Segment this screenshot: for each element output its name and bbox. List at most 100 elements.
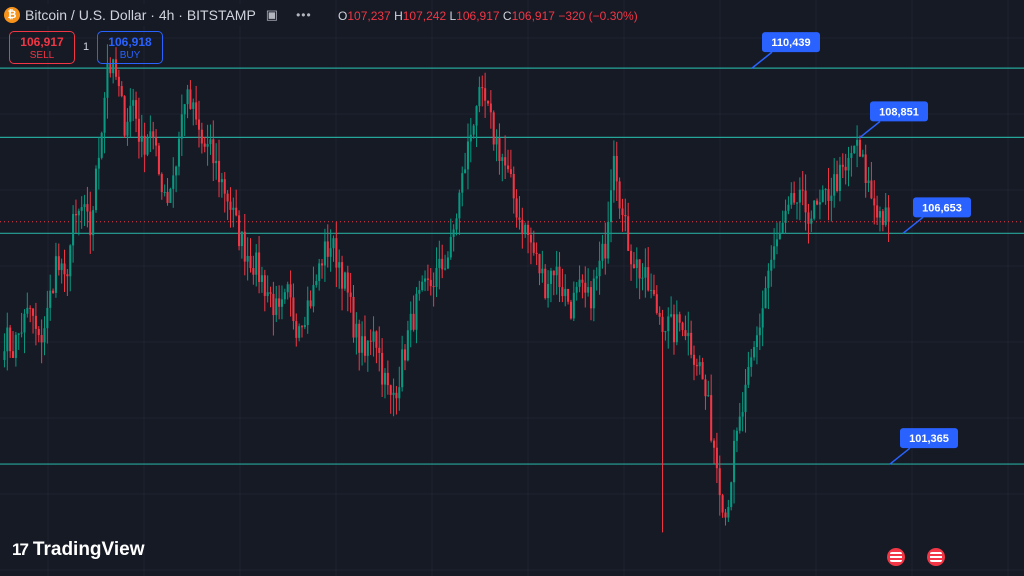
candle-body (827, 189, 830, 201)
candle-body (515, 198, 518, 218)
sell-label: SELL (29, 50, 55, 61)
tradingview-logo[interactable]: 17 TradingView (12, 539, 145, 561)
candle-body (9, 327, 12, 352)
candle-body (280, 299, 284, 307)
candle-body (713, 440, 716, 448)
candle-body (140, 135, 143, 142)
candle-body (684, 330, 687, 337)
candle-body (92, 210, 95, 236)
candle-body (152, 131, 155, 138)
candle-body (278, 298, 281, 307)
low-value: 106,917 (456, 9, 500, 23)
candle-body (298, 326, 301, 338)
candle-body (793, 193, 796, 203)
candle-body (426, 278, 429, 280)
buy-button[interactable]: 106,918 BUY (97, 31, 163, 64)
candle-body (873, 198, 876, 206)
candle-body (166, 191, 169, 203)
candle-body (252, 268, 255, 275)
candle-body (598, 260, 601, 277)
candle-body (255, 252, 258, 275)
candle-body (552, 270, 555, 276)
level-labels[interactable]: 110,439 108,851 106,653 101,365 (751, 32, 971, 465)
symbol-header[interactable]: ₿ Bitcoin / U.S. Dollar · 4h · BITSTAMP … (4, 4, 316, 26)
candle-body (730, 482, 733, 508)
candle-body (120, 86, 123, 97)
candle-body (46, 307, 49, 329)
candle-body (724, 512, 727, 518)
candle-body (632, 264, 635, 269)
us-event-flag-icon[interactable] (887, 548, 905, 566)
candle-body (718, 468, 721, 496)
candle-body (775, 239, 779, 247)
candle-body (137, 118, 140, 142)
candle-body (469, 134, 472, 142)
candle-body (203, 143, 206, 147)
level-label: 110,439 (771, 37, 810, 49)
candle-body (544, 268, 547, 299)
spread-value: 1 (83, 41, 90, 53)
candle-body (464, 169, 467, 174)
candle-body (635, 259, 638, 269)
close-value: 106,917 (511, 9, 555, 23)
more-icon[interactable]: ••• (296, 8, 312, 22)
candle-body (57, 256, 60, 271)
candle-body (461, 173, 464, 193)
symbol-title[interactable]: Bitcoin / U.S. Dollar · 4h · BITSTAMP (25, 7, 256, 23)
candle-body (89, 211, 92, 236)
candle-body (861, 154, 864, 157)
candle-body (209, 139, 212, 145)
candle-body (687, 332, 690, 337)
candle-body (790, 193, 793, 205)
candle-body (478, 86, 481, 107)
candle-body (670, 314, 673, 317)
candle-body (135, 100, 138, 119)
candle-body (132, 100, 135, 106)
candle-body (449, 236, 452, 258)
candle-body (295, 321, 298, 338)
candle-body (240, 231, 243, 247)
candle-body (226, 193, 229, 202)
candle-body (289, 284, 292, 298)
high-value: 107,242 (402, 9, 447, 23)
candle-body (349, 292, 352, 297)
candle-body (406, 330, 409, 361)
candle-body (229, 201, 232, 210)
candle-body (52, 290, 55, 293)
candle-body (607, 222, 610, 259)
candle-body (17, 333, 20, 335)
candle-body (572, 292, 575, 319)
sell-button[interactable]: 106,917 SELL (9, 31, 75, 64)
candle-body (383, 372, 387, 385)
candle-body (415, 293, 418, 330)
candle-body (195, 102, 198, 120)
candle-body (192, 102, 195, 109)
candle-body (238, 215, 241, 247)
buy-label: BUY (119, 50, 141, 61)
eye-icon[interactable]: ▣ (265, 7, 279, 22)
candle-body (609, 190, 613, 223)
candle-body (733, 440, 736, 483)
candle-body (767, 270, 770, 289)
horizontal-level-lines[interactable] (0, 67, 1024, 465)
candle-body (86, 204, 89, 212)
candle-body (787, 204, 790, 211)
candle-body (475, 106, 478, 126)
candle-body (409, 313, 412, 331)
candle-body (412, 313, 415, 330)
us-event-flag-icon[interactable] (927, 548, 945, 566)
candle-body (870, 180, 873, 199)
open-value: 107,237 (347, 9, 391, 23)
candle-body (581, 279, 584, 283)
candle-body (66, 274, 69, 277)
candle-body (738, 416, 741, 431)
candle-body (853, 145, 856, 154)
candle-body (758, 327, 761, 336)
candle-body (40, 335, 43, 343)
candle-body (549, 270, 552, 284)
candle-body (80, 207, 83, 211)
candlesticks (3, 44, 890, 533)
candle-body (438, 258, 441, 268)
candle-body (123, 96, 126, 136)
